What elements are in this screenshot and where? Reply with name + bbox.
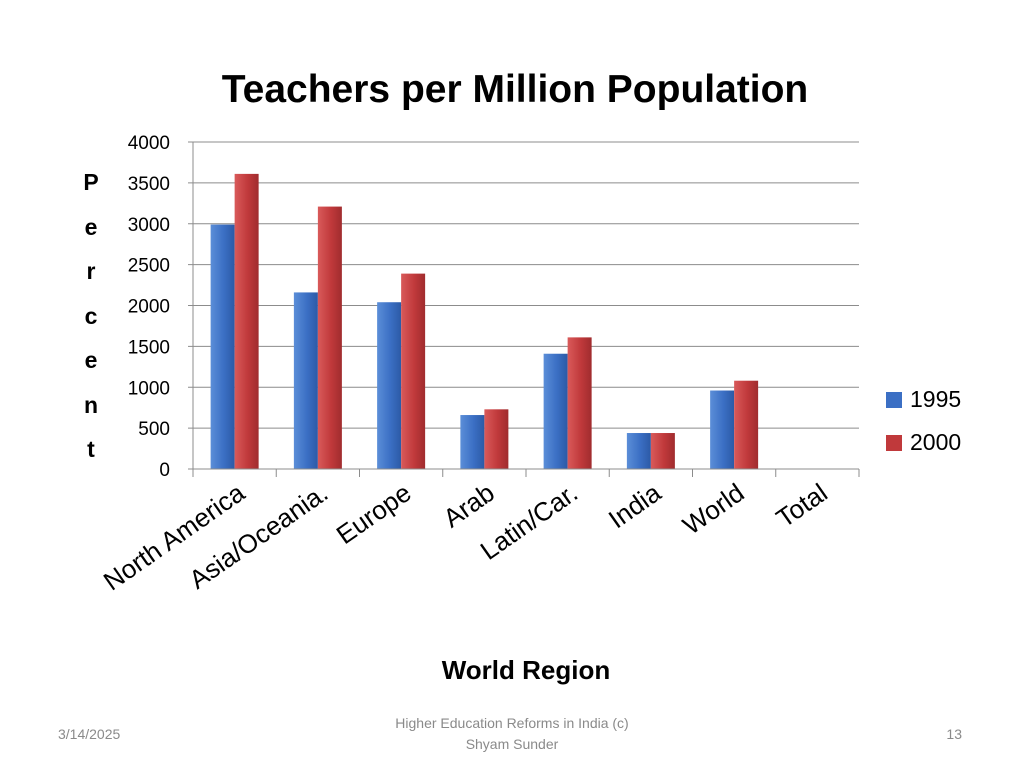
page-number: 13 — [946, 726, 962, 742]
bar-1995-3 — [460, 415, 485, 469]
footer-text-line1: Higher Education Reforms in India (c) — [395, 715, 629, 731]
x-tick-label: World — [677, 477, 749, 540]
legend-item-1995: 1995 — [886, 378, 961, 421]
legend-swatch-1995 — [886, 391, 902, 408]
legend-item-2000: 2000 — [886, 421, 961, 464]
y-tick-label: 2500 — [128, 256, 170, 277]
x-tick-label: India — [603, 477, 667, 534]
bar-2000-3 — [484, 409, 509, 469]
legend-swatch-2000 — [886, 434, 902, 451]
x-tick-label: Arab — [438, 477, 500, 533]
y-axis-label-letter: e — [84, 347, 98, 373]
y-axis-label-letter: e — [84, 213, 98, 240]
bar-2000-4 — [567, 337, 592, 469]
y-axis-label-letter: r — [86, 258, 96, 284]
bar-1995-4 — [543, 353, 568, 469]
bar-2000-2 — [401, 273, 426, 469]
y-axis-label-letter: n — [83, 391, 99, 418]
bar-1995-5 — [626, 433, 651, 469]
y-tick-label: 0 — [159, 460, 170, 481]
bar-2000-0 — [234, 173, 259, 469]
bar-2000-5 — [650, 433, 675, 469]
footer-date: 3/14/2025 — [58, 726, 121, 742]
footer-text-line2: Shyam Sunder — [465, 736, 559, 752]
y-tick-label: 4000 — [128, 133, 170, 154]
x-axis-label: World Region — [441, 655, 611, 685]
x-tick-label: North America — [98, 477, 251, 596]
bar-1995-6 — [710, 390, 735, 469]
chart-legend: 1995 2000 — [886, 378, 961, 464]
x-tick-label: Asia/Oceania. — [184, 477, 334, 594]
bar-2000-6 — [734, 380, 759, 469]
x-tick-label: Europe — [331, 477, 417, 550]
legend-label-1995: 1995 — [910, 386, 962, 412]
y-axis-label-letter: P — [83, 169, 99, 195]
y-tick-label: 3000 — [128, 215, 170, 236]
bar-1995-1 — [293, 292, 318, 469]
y-tick-label: 2000 — [128, 297, 170, 318]
y-axis-label-letter: c — [84, 302, 98, 329]
y-tick-label: 1000 — [128, 378, 170, 399]
legend-label-2000: 2000 — [910, 429, 962, 455]
footer-text: Higher Education Reforms in India (c) Sh… — [362, 713, 662, 755]
bar-1995-0 — [210, 224, 235, 469]
x-tick-label: Total — [771, 477, 833, 533]
chart-title: Teachers per Million Population — [221, 68, 809, 111]
y-tick-label: 3500 — [128, 174, 170, 195]
bar-1995-2 — [377, 302, 402, 469]
y-axis-label-letter: t — [87, 436, 95, 462]
y-tick-label: 500 — [138, 419, 170, 440]
y-tick-label: 1500 — [128, 337, 170, 358]
bar-2000-1 — [317, 206, 342, 469]
